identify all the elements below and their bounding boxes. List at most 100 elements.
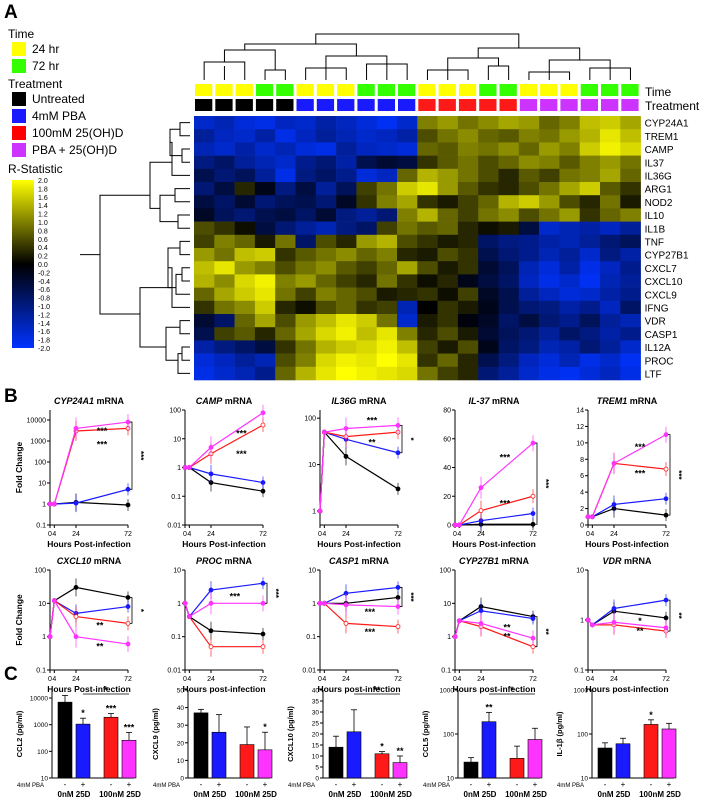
data-point-combo — [47, 634, 53, 640]
heatmap-cell — [559, 366, 580, 381]
x-tick-label: 72 — [394, 531, 402, 538]
heatmap-cell — [397, 353, 418, 368]
time-annotation-cell — [276, 84, 294, 96]
heatmap-cell — [295, 314, 317, 328]
heatmap-cell — [498, 300, 520, 315]
significance-bracket — [668, 434, 671, 516]
y-tick-label: 5 — [315, 765, 319, 772]
x-tick-label: 0 — [453, 531, 457, 538]
heatmap-cell — [194, 234, 215, 249]
series-line-pba — [50, 488, 129, 505]
heatmap-cell — [376, 221, 398, 236]
data-point-untreated — [73, 585, 79, 590]
series-line-vitd — [49, 599, 129, 637]
rstat-tick-label: -1.4 — [38, 321, 50, 328]
time-annotation-cell — [479, 84, 497, 96]
series-line-combo — [185, 412, 264, 469]
data-point-vitd — [395, 624, 401, 630]
heatmap-cell — [356, 168, 377, 183]
heatmap-cell — [457, 234, 479, 249]
series-line-pba — [319, 431, 399, 512]
heatmap-cell — [559, 327, 580, 341]
heatmap-cell — [579, 168, 601, 183]
heatmap-cell — [234, 182, 256, 196]
heatmap-cell — [600, 155, 621, 170]
heatmap-cell — [417, 142, 438, 156]
time-annotation-cell — [316, 84, 335, 96]
heatmap-cell — [275, 208, 296, 222]
heatmap-cell — [275, 327, 296, 341]
heatmap-cell — [437, 182, 459, 196]
heatmap-cell — [234, 234, 256, 249]
y-tick-label: 1000 — [574, 688, 589, 695]
y-axis-label: CXCL10 (pg/ml) — [286, 706, 295, 762]
panel-c-label: C — [4, 664, 18, 685]
heatmap-cell — [437, 129, 459, 143]
heatmap-cell — [376, 274, 398, 288]
data-point-combo — [182, 600, 188, 606]
chart-title: PROC mRNA — [196, 556, 253, 566]
data-point-combo — [260, 600, 266, 606]
y-tick-label: 14 — [576, 408, 584, 415]
heatmap-cell — [539, 168, 560, 183]
heatmap-cell — [417, 274, 438, 288]
heatmap-cell — [315, 274, 337, 288]
significance-bracket — [535, 616, 538, 648]
data-point-combo — [47, 501, 53, 507]
heatmap-cell — [518, 168, 540, 183]
bar-untreated — [463, 761, 479, 779]
rstat-tick-label: -1.2 — [38, 312, 50, 319]
significance-label: *** — [97, 439, 108, 449]
heatmap-cell — [275, 366, 296, 381]
heatmap-cell — [457, 366, 479, 381]
chart-title: CASP1 mRNA — [329, 556, 390, 566]
data-point-pba — [611, 606, 617, 611]
heatmap-cell — [234, 261, 256, 275]
data-point-pba — [125, 486, 131, 492]
y-tick-label: 0 — [580, 523, 584, 530]
heatmap-cell — [275, 168, 296, 183]
heatmap-cell — [620, 287, 641, 302]
significance-label: *** — [635, 468, 646, 478]
y-tick-label: 30 — [177, 723, 185, 730]
heatmap-cell — [315, 261, 337, 275]
heatmap-cell — [194, 340, 215, 354]
data-point-combo — [125, 641, 131, 647]
heatmap-cell — [539, 116, 560, 130]
heatmap-cell — [315, 248, 337, 262]
heatmap-cell — [478, 129, 499, 143]
bracket-label: * — [136, 609, 145, 613]
bar-pba — [75, 723, 91, 779]
heatmap-cell — [336, 142, 357, 156]
series-line-combo — [455, 442, 534, 526]
heatmap-cell — [194, 314, 215, 328]
significance-bracket — [400, 424, 403, 454]
data-point-combo — [208, 445, 214, 450]
heatmap-cell — [559, 195, 580, 209]
panel-b-label: B — [4, 386, 18, 407]
heatmap-cell — [518, 327, 540, 341]
heatmap-cell — [376, 195, 398, 209]
time-annotation-cell — [255, 84, 274, 96]
heatmap-cell — [376, 340, 398, 354]
data-point-pba — [73, 500, 79, 506]
data-point-combo — [478, 621, 484, 626]
data-point-untreated — [663, 512, 669, 518]
heatmap-cell — [275, 248, 296, 262]
heatmap-cell — [254, 129, 276, 143]
bar-pba — [481, 721, 497, 779]
heatmap-cell — [356, 261, 377, 275]
rstat-tick-label: -1.0 — [38, 304, 50, 311]
heatmap-cell — [457, 168, 479, 183]
heatmap-cell — [498, 182, 520, 196]
time-row-label: Time — [645, 85, 672, 99]
pba-mark: - — [110, 780, 113, 789]
heatmap-cell — [295, 287, 317, 302]
heatmap-cell — [275, 142, 296, 156]
heatmap-cell — [559, 129, 580, 143]
time-annotation-cell — [580, 84, 598, 96]
heatmap-cell — [417, 314, 438, 328]
